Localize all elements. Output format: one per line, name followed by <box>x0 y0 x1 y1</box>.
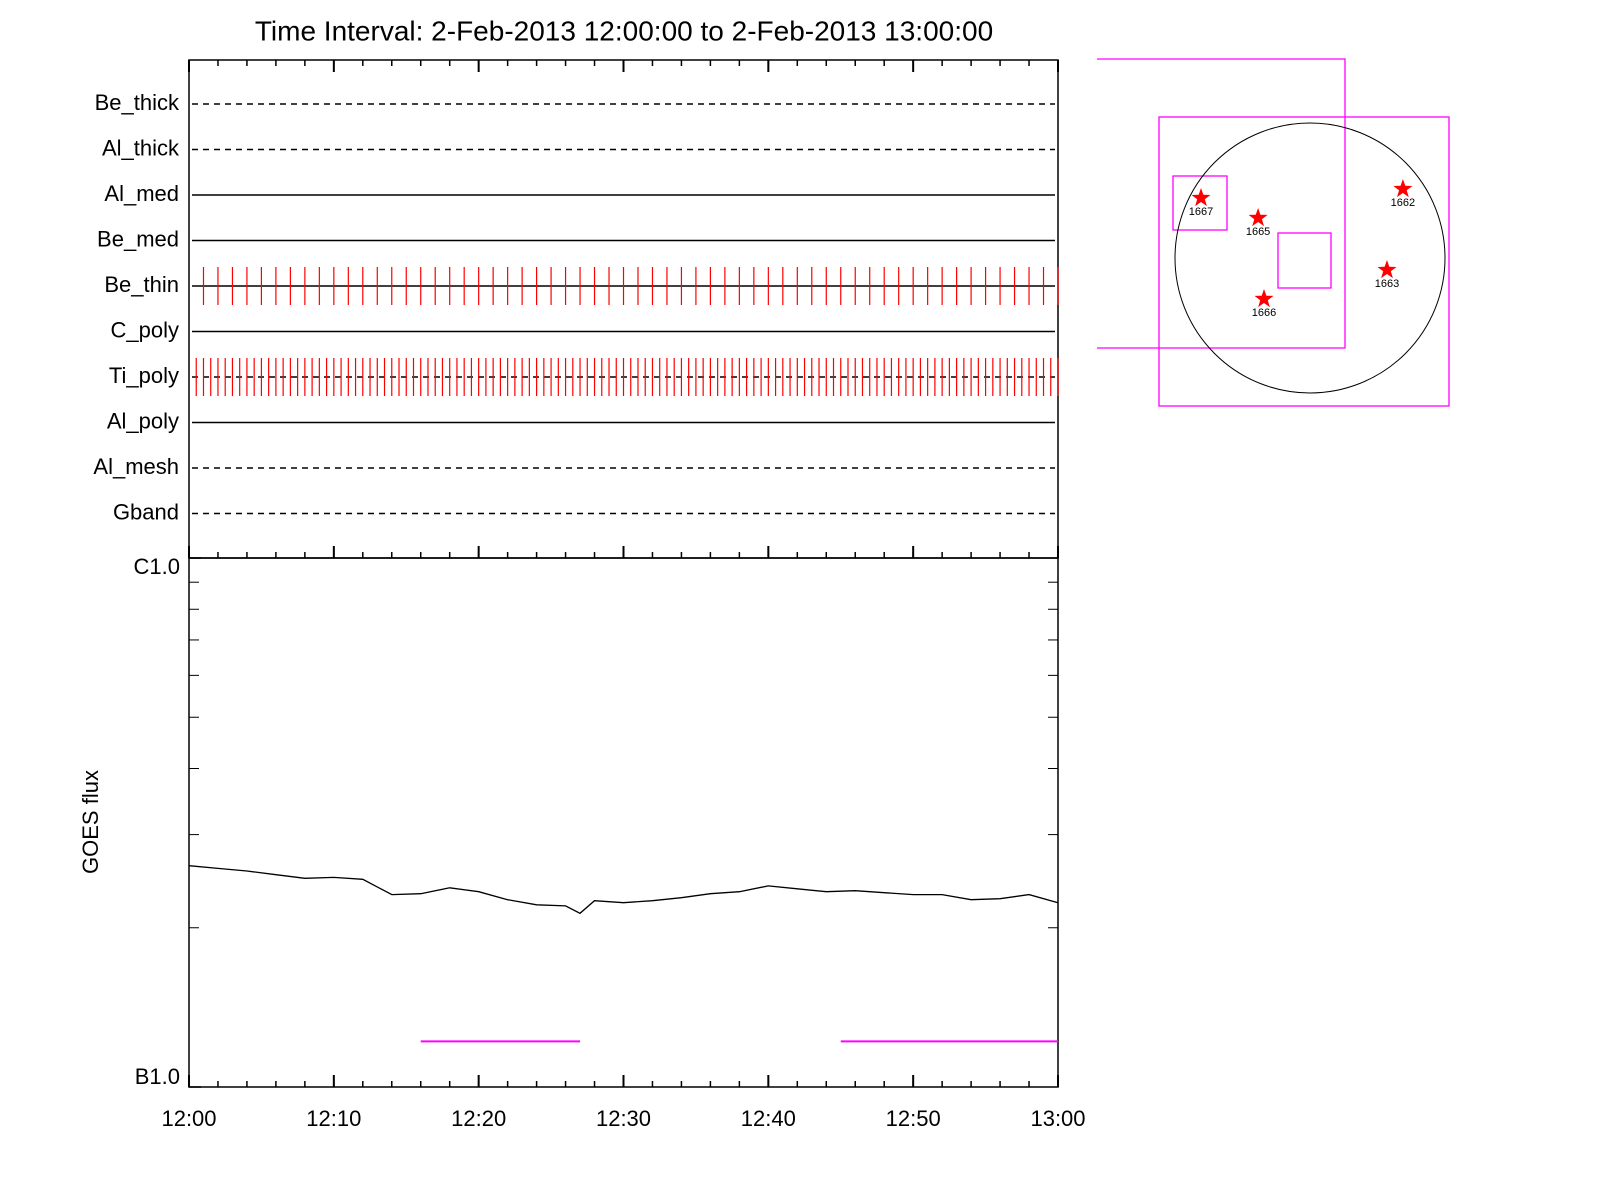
filter-label: Al_poly <box>107 408 179 433</box>
x-tick-label: 12:00 <box>161 1106 216 1131</box>
solar-disk <box>1174 122 1446 394</box>
region-label: 1666 <box>1252 307 1276 319</box>
fov-box <box>1172 175 1228 231</box>
x-tick-label: 12:50 <box>886 1106 941 1131</box>
region-star <box>1254 289 1274 308</box>
filter-label: C_poly <box>111 317 179 342</box>
top-frame <box>188 59 1059 559</box>
filter-label: Al_med <box>104 181 179 206</box>
filter-label: Be_thin <box>104 272 179 297</box>
filter-label: Al_mesh <box>93 454 179 479</box>
filter-label: Al_thick <box>102 135 180 160</box>
y-tick-label: C1.0 <box>134 554 180 579</box>
x-tick-label: 12:40 <box>741 1106 796 1131</box>
region-star <box>1377 260 1397 279</box>
x-tick-label: 12:30 <box>596 1106 651 1131</box>
filter-label: Gband <box>113 499 179 524</box>
x-tick-label: 12:20 <box>451 1106 506 1131</box>
region-label: 1663 <box>1375 278 1399 290</box>
region-star <box>1191 188 1211 207</box>
filter-label: Ti_poly <box>109 363 179 388</box>
region-star <box>1248 208 1268 227</box>
x-tick-label: 13:00 <box>1030 1106 1085 1131</box>
filter-label: Be_med <box>97 226 179 251</box>
x-tick-label: 12:10 <box>306 1106 361 1131</box>
y-axis-label: GOES flux <box>78 770 103 874</box>
region-label: 1665 <box>1246 226 1270 238</box>
fov-box <box>1097 58 1346 349</box>
filter-label: Be_thick <box>95 90 180 115</box>
y-tick-label: B1.0 <box>135 1064 180 1089</box>
fov-box <box>1277 232 1332 289</box>
bottom-frame <box>188 557 1059 1088</box>
region-label: 1667 <box>1189 206 1213 218</box>
flux-line <box>188 865 1059 915</box>
region-label: 1662 <box>1391 197 1415 209</box>
chart-title: Time Interval: 2-Feb-2013 12:00:00 to 2-… <box>255 15 993 46</box>
region-star <box>1393 179 1413 198</box>
fov-box <box>1158 116 1450 407</box>
